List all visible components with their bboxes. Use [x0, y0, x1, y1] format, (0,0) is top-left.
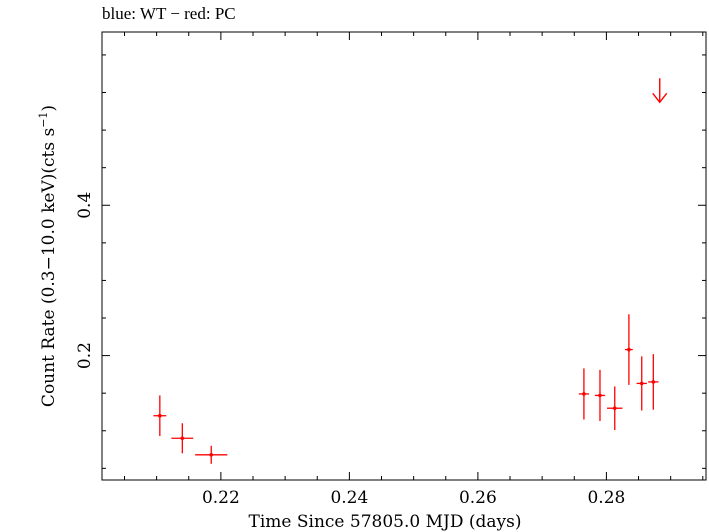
x-axis-label: Time Since 57805.0 MJD (days) [249, 512, 522, 532]
y-tick-label: 0.4 [75, 192, 95, 219]
data-point [195, 445, 228, 464]
x-tick-label: 0.28 [587, 488, 625, 508]
data-marker [209, 453, 214, 457]
data-point [171, 423, 194, 454]
y-axis-label: Count Rate (0.3−10.0 keV)(cts s−1) [37, 105, 59, 407]
data-marker [627, 347, 631, 352]
data-marker [612, 406, 617, 411]
data-marker [582, 392, 586, 396]
data-point [607, 386, 623, 431]
upper-limit-head [652, 92, 668, 104]
data-points-layer [153, 78, 668, 464]
data-marker [158, 413, 162, 418]
x-axis-ticks: 0.22 0.24 0.26 0.28 [123, 32, 704, 508]
data-marker [639, 381, 644, 386]
data-marker [598, 393, 602, 398]
data-point [578, 368, 590, 420]
data-marker [651, 380, 656, 384]
x-tick-label: 0.26 [459, 488, 497, 508]
x-tick-label: 0.24 [330, 488, 368, 508]
y-axis-label-close: ) [39, 105, 59, 112]
data-point [648, 354, 659, 410]
data-point [636, 356, 647, 411]
y-axis-label-superscript: −1 [37, 112, 50, 128]
x-tick-label: 0.22 [202, 488, 240, 508]
data-marker [180, 436, 185, 441]
y-axis-ticks: 0.2 0.4 [75, 54, 706, 469]
data-point [594, 369, 606, 421]
y-axis-label-main: Count Rate (0.3−10.0 keV)(cts s [39, 128, 59, 407]
data-point [153, 395, 167, 437]
plot-frame [101, 31, 707, 481]
chart-title: blue: WT − red: PC [102, 4, 236, 23]
data-point [625, 314, 633, 385]
upper-limit-arrow [652, 78, 668, 104]
y-tick-label: 0.2 [75, 342, 95, 369]
